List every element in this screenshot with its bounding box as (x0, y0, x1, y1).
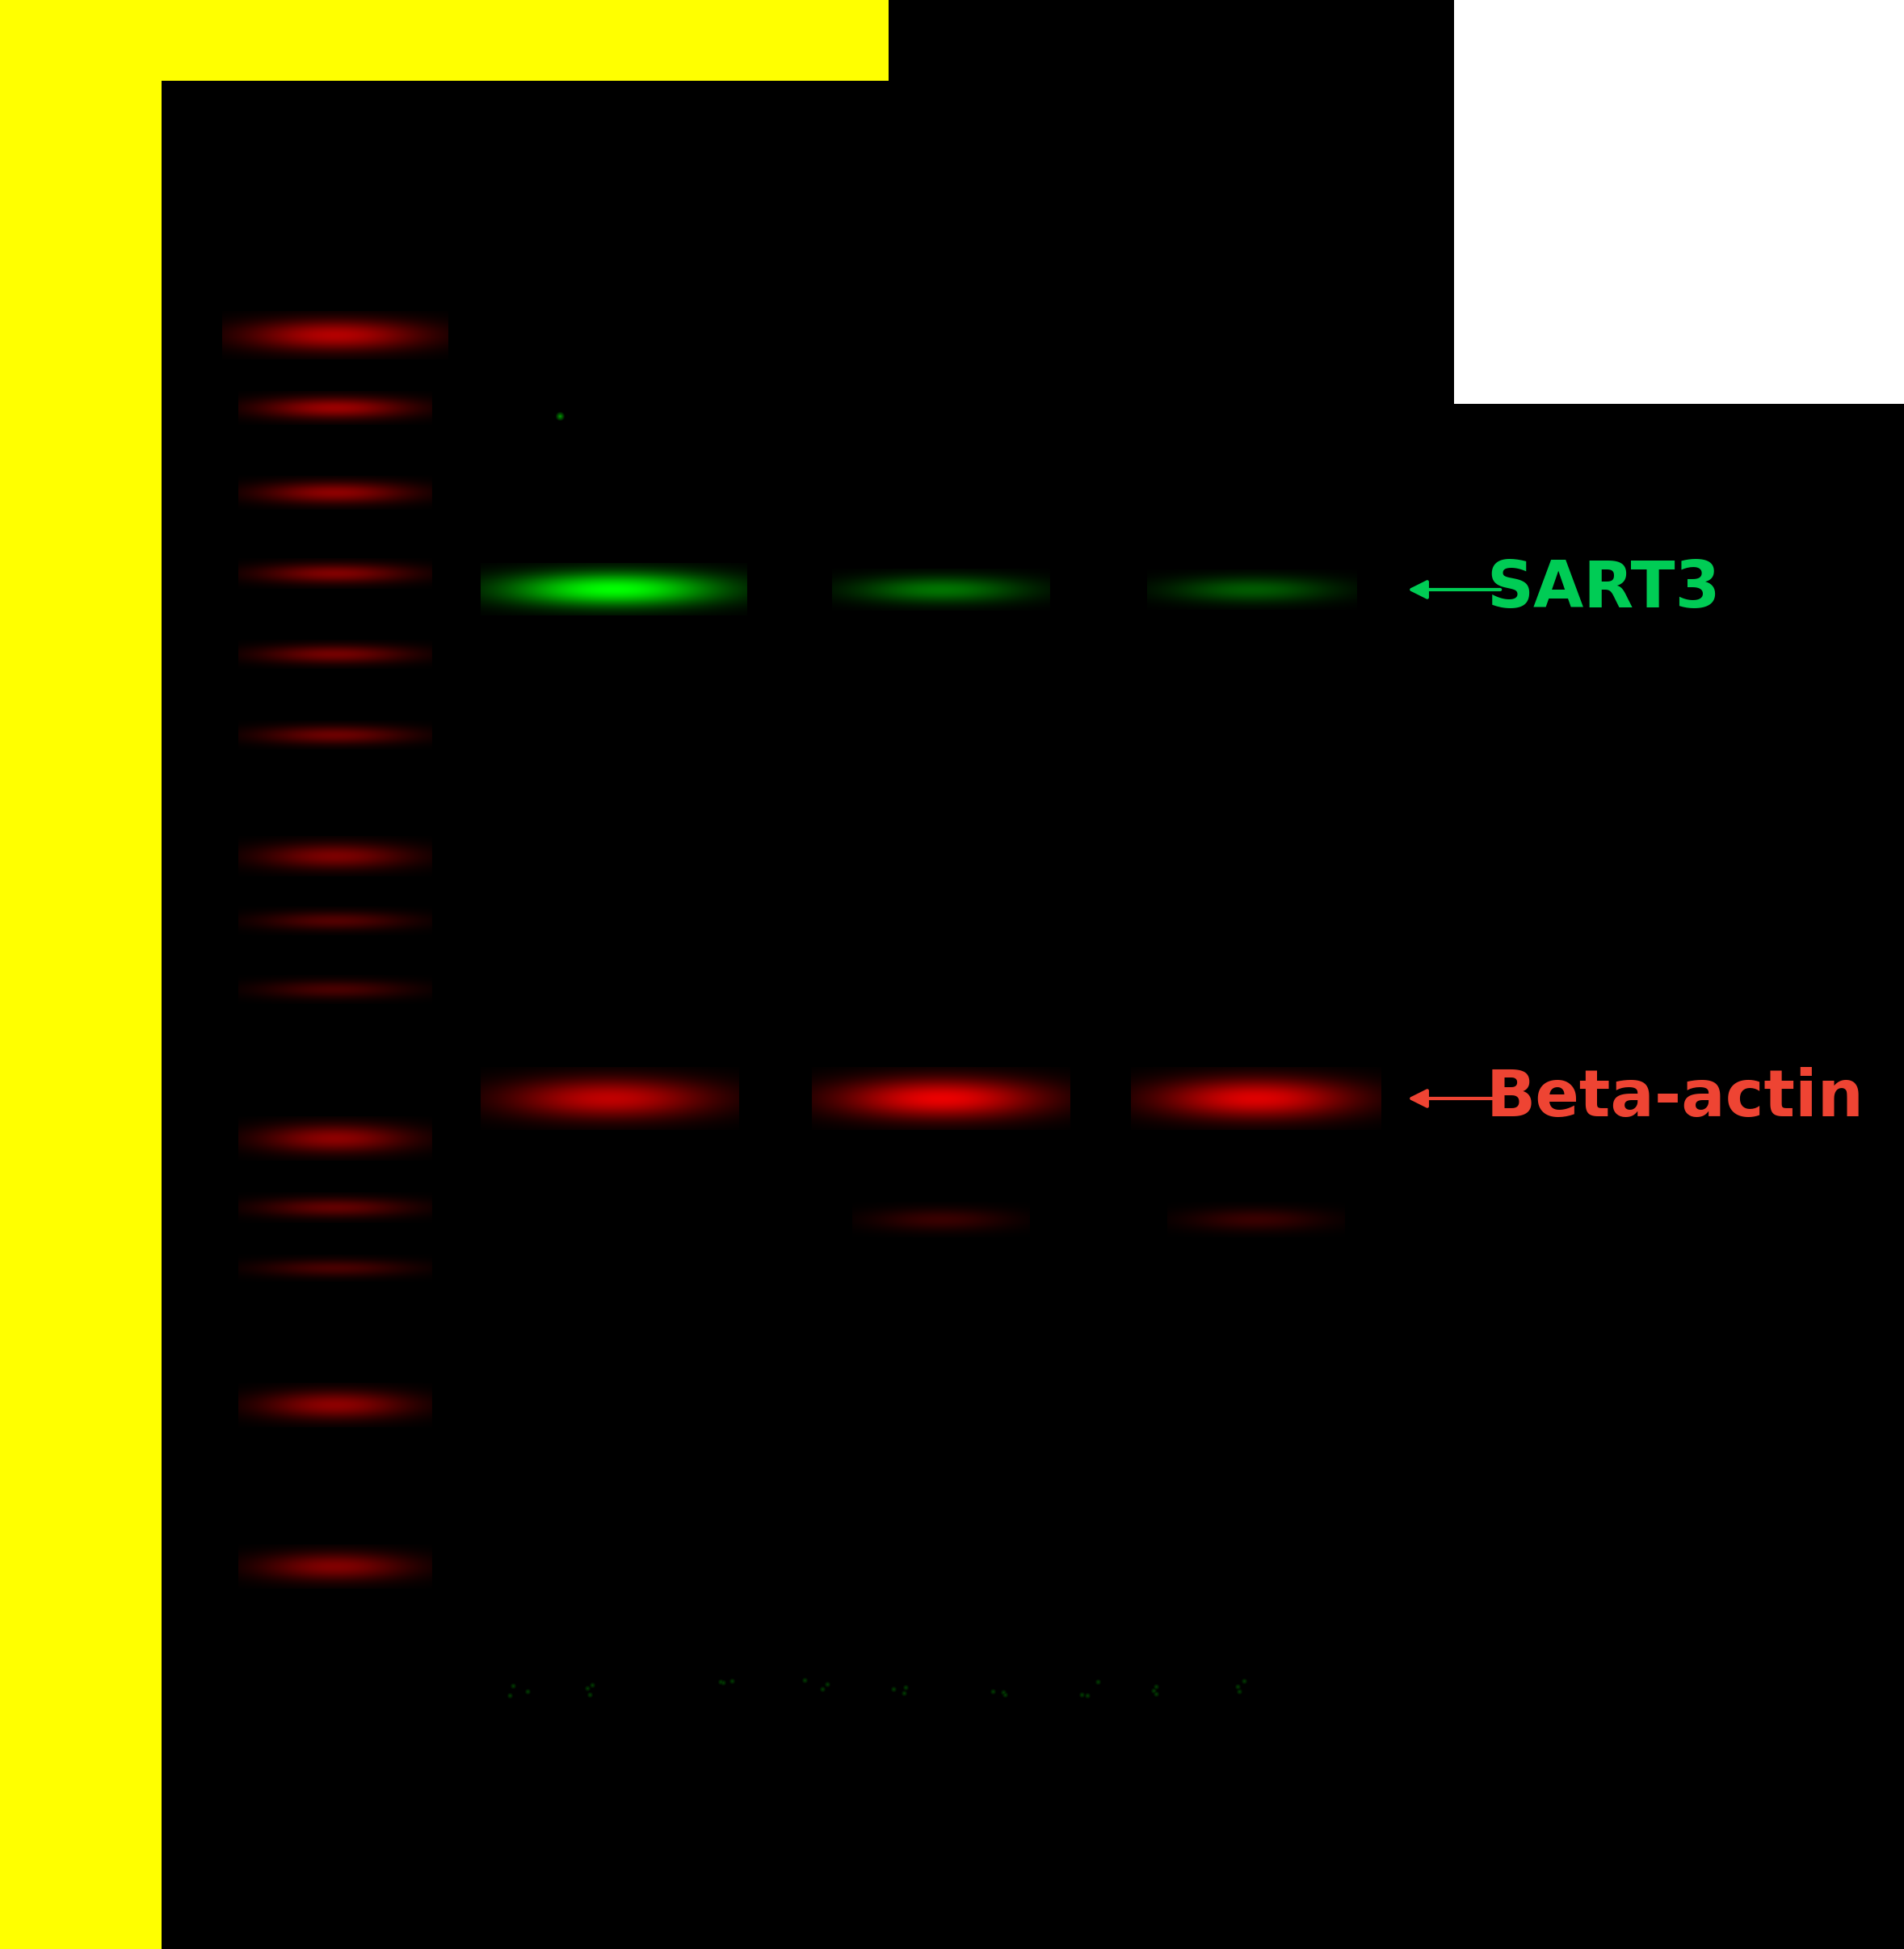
Text: SART3: SART3 (1487, 557, 1719, 622)
Text: Beta-actin: Beta-actin (1487, 1066, 1864, 1130)
